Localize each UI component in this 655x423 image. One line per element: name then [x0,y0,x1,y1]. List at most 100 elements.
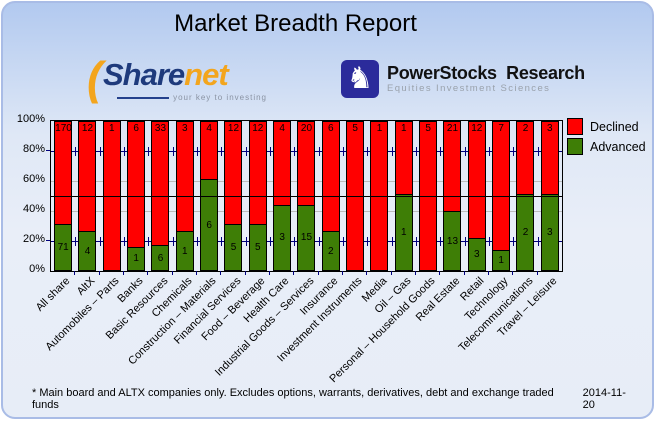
grid-stub [440,237,442,246]
legend-swatch-declined [567,118,583,135]
declined-count-label: 7 [498,123,504,134]
declined-count-label: 5 [425,123,431,134]
x-axis-tick [512,271,514,275]
advanced-bar-segment: 5 [224,224,243,271]
advanced-count-label: 15 [300,232,313,244]
declined-count-label: 12 [227,123,240,134]
declined-count-label: 2 [522,123,529,134]
legend-swatch-advanced [567,138,583,155]
sharenet-wordmark-share: Share [103,57,185,92]
advanced-bar-segment: 13 [443,211,462,271]
declined-count-label: 33 [154,123,167,134]
grid-stub [197,237,198,246]
grid-stub [148,147,150,156]
grid-stub [464,147,466,156]
declined-count-label: 5 [352,123,358,134]
x-axis-tick [74,271,76,275]
x-axis-tick [317,271,319,275]
declined-count-label: 20 [300,123,313,134]
report-date: 2014-11-20 [582,387,626,411]
grid-stub [416,147,417,156]
x-axis-tick [220,271,222,275]
grid-stub [318,237,320,246]
sharenet-tagline: your key to investing [117,93,267,102]
advanced-bar-segment: 1 [492,249,511,271]
grid-stub [99,147,101,156]
declined-count-label: 1 [109,123,115,134]
advanced-count-label: 6 [206,219,212,231]
y-axis-label: 100% [16,113,45,125]
advanced-bar-segment: 2 [516,194,535,271]
x-axis-tick [342,271,343,275]
advanced-count-label: 1 [182,245,188,257]
x-axis-tick [439,271,441,275]
declined-count-label: 6 [133,123,139,134]
grid-stub [148,237,150,246]
y-axis-label: 80% [22,143,45,155]
grid-stub [172,147,174,156]
advanced-bar-segment: 3 [273,204,292,271]
x-axis-tick [366,271,368,275]
sharenet-wordmark: Sharenet [103,57,229,92]
advanced-count-label: 13 [446,235,459,247]
advanced-bar-segment: 1 [394,194,413,271]
grid-stub [294,147,296,156]
y-axis-label: 20% [22,233,45,245]
legend-label-declined: Declined [590,119,639,134]
sharenet-tagline-rule [117,96,170,99]
grid-stub [513,237,515,246]
advanced-bar-segment: 3 [467,238,486,271]
footnote-bar: * Main board and ALTX companies only. Ex… [3,387,652,411]
declined-count-label: 4 [279,123,285,134]
grid-stub [489,147,490,156]
chart-legend: Declined Advanced [567,118,646,158]
y-axis-label: 40% [22,203,45,215]
grid-stub [99,237,101,246]
advanced-count-label: 1 [498,254,504,266]
legend-row-declined: Declined [567,118,646,135]
declined-count-label: 3 [547,123,553,134]
grid-stub [221,147,223,156]
grid-stub [172,237,174,246]
advanced-bar-segment: 71 [54,224,73,271]
grid-stub [197,147,198,156]
market-breadth-chart: 170 71 12 4 1 6 1 33 6 3 1 4 6 12 5 12 5 4 3 20 15 6 2 5 1 1 1 5 21 1… [3,3,655,423]
advanced-count-label: 2 [328,245,334,257]
x-axis-tick [536,271,538,275]
advanced-count-label: 3 [547,227,553,238]
declined-count-label: 12 [252,123,264,134]
advanced-count-label: 71 [57,242,69,254]
grid-stub [221,237,223,246]
x-axis-tick [98,271,100,275]
advanced-bar-segment: 4 [78,231,97,271]
advanced-count-label: 3 [279,232,285,244]
x-axis-tick [123,271,124,275]
grid-stub [245,237,247,246]
powerstocks-subtitle: Equities Investment Sciences [387,83,551,94]
powerstocks-name: PowerStocks Research [387,63,585,83]
grid-stub [75,237,77,246]
grid-stub [513,147,515,156]
sharenet-wordmark-net: net [184,57,228,92]
grid-stub [416,237,417,246]
grid-stub [343,237,344,246]
advanced-count-label: 6 [157,252,164,264]
advanced-bar-segment: 15 [297,204,316,271]
declined-count-label: 12 [471,123,483,134]
fifty-percent-reference-line [50,196,563,197]
declined-count-label: 1 [401,123,407,134]
y-axis-label: 0% [29,263,45,275]
grid-stub [367,147,369,156]
x-axis-tick [463,271,465,275]
declined-count-label: 1 [376,123,383,134]
x-axis-tick [147,271,149,275]
grid-stub [537,147,539,156]
grid-stub [124,237,125,246]
declined-count-label: 4 [206,123,212,134]
x-axis-tick [293,271,295,275]
plot-area: 170 71 12 4 1 6 1 33 6 3 1 4 6 12 5 12 5 4 3 20 15 6 2 5 1 1 1 5 21 1… [50,120,563,272]
sharenet-swoosh-icon: ( [87,52,103,104]
y-axis-label: 60% [22,173,45,185]
grid-stub [294,237,296,246]
